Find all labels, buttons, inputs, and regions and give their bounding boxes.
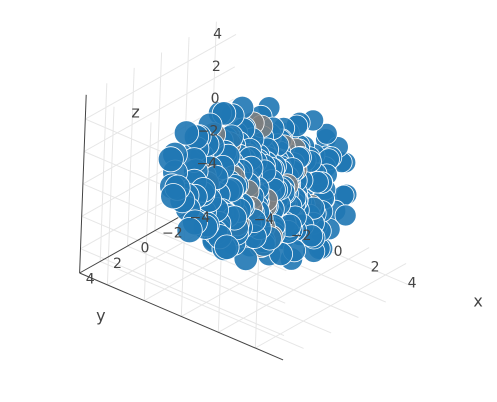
data-point-series-0[interactable] bbox=[160, 183, 187, 210]
data-point-series-0[interactable] bbox=[176, 217, 203, 244]
y-tick-label-3: 2 bbox=[113, 256, 122, 272]
x-axis-title: x bbox=[473, 291, 482, 310]
grid-line-y-side-2 bbox=[154, 52, 163, 231]
y-tick-label-0: −4 bbox=[189, 210, 210, 226]
tick-layer: −4 −2 0 2 4 −4 −2 0 2 4 −4 −2 0 2 4 bbox=[86, 26, 417, 291]
axis-title-layer: x y z bbox=[96, 103, 483, 325]
grid-line-z-back-1 bbox=[81, 215, 286, 304]
z-tick-label-3: 2 bbox=[212, 59, 221, 75]
x-tick-label-1: −2 bbox=[291, 228, 312, 244]
data-point-series-0[interactable] bbox=[173, 120, 199, 146]
y-tick-label-4: 4 bbox=[86, 272, 95, 288]
z-axis-title: z bbox=[131, 103, 139, 122]
data-point-series-0[interactable] bbox=[334, 204, 357, 227]
axis-line-x bbox=[79, 272, 284, 361]
axis-line-z bbox=[79, 94, 87, 274]
x-tick-label-2: 0 bbox=[334, 244, 343, 260]
z-tick-label-0: −4 bbox=[197, 156, 218, 172]
z-tick-label-4: 4 bbox=[213, 26, 222, 42]
marker-layer bbox=[157, 95, 358, 271]
y-tick-label-1: −2 bbox=[162, 225, 183, 241]
grid-line-y-side-4 bbox=[99, 83, 108, 262]
y-axis-title: y bbox=[96, 306, 105, 325]
x-tick-label-3: 2 bbox=[371, 260, 380, 276]
x-tick-label-4: 4 bbox=[408, 275, 417, 291]
data-point-series-0[interactable] bbox=[315, 122, 338, 145]
grid-line-z-back-0 bbox=[80, 248, 285, 337]
grid-line-y-floor-4 bbox=[100, 261, 304, 349]
grid-line-y-floor-2 bbox=[154, 230, 359, 318]
z-tick-label-1: −2 bbox=[198, 124, 219, 140]
data-point-series-0[interactable] bbox=[214, 234, 240, 260]
y-tick-label-2: 0 bbox=[140, 241, 149, 257]
grid-line-y-side-3 bbox=[127, 67, 135, 247]
x-tick-label-0: −4 bbox=[254, 212, 275, 228]
z-tick-label-2: 0 bbox=[211, 91, 220, 107]
grid-line-y-floor-3 bbox=[127, 245, 332, 334]
data-point-series-0[interactable] bbox=[157, 146, 184, 173]
